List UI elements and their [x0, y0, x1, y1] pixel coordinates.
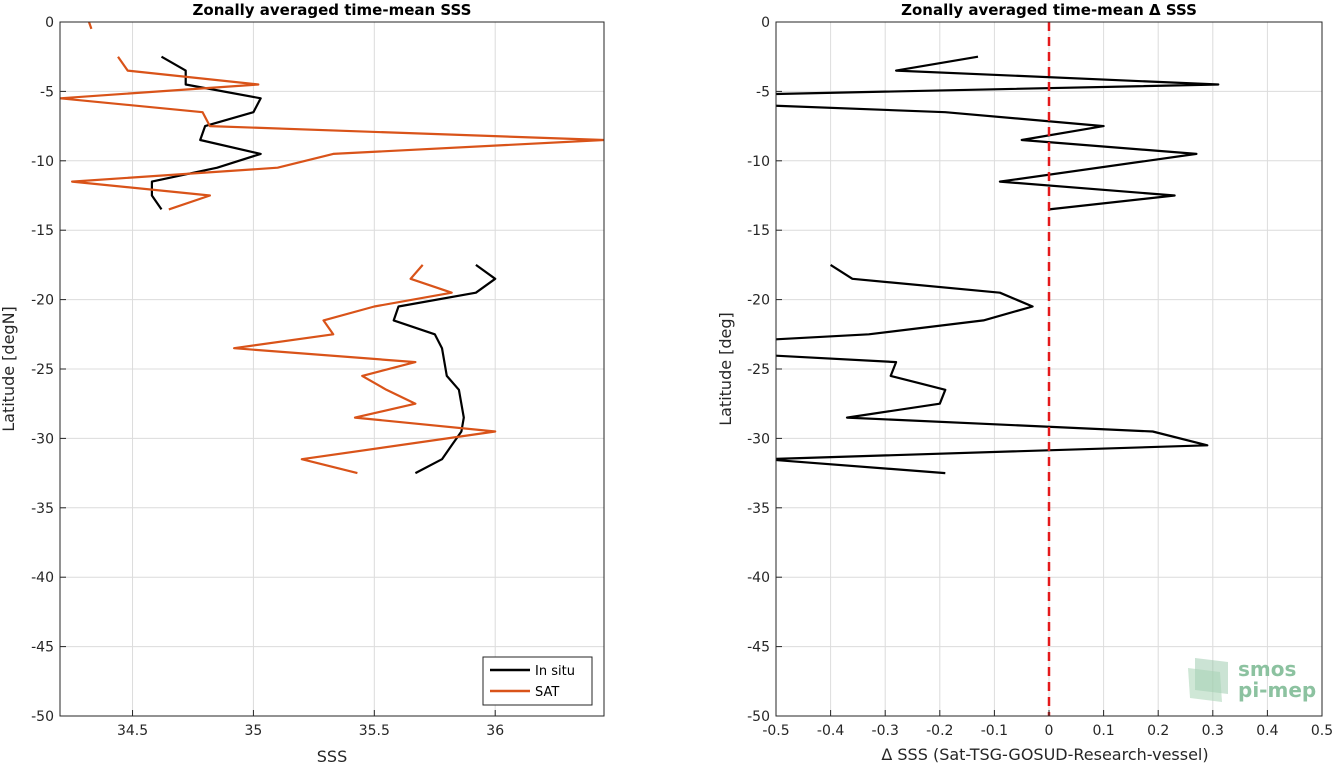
left-y-tick-label: -5 [40, 84, 54, 100]
left-series-lines [60, 22, 604, 475]
logo-mark-front [1188, 668, 1222, 702]
left-series-line-sat [87, 22, 93, 30]
left-chart-panel: 34.5 35 35.5 36 0 -5 -10 -15 -20 -25 -30 -35 -40 -45 -… [0, 1, 605, 764]
left-y-tick-label: 0 [45, 15, 54, 31]
right-x-tick-label: -0.2 [926, 723, 953, 739]
legend-label-sat: SAT [535, 685, 559, 700]
right-x-tick-label: 0 [1045, 723, 1054, 739]
right-y-tick-label: -50 [747, 709, 770, 725]
legend: In situ SAT [482, 656, 593, 706]
left-series-line-in-situ [150, 55, 262, 211]
right-ticks: -0.5 -0.4 -0.3 -0.2 -0.1 0 0.1 0.2 0.3 0.4 0.5 0 -5 -… [747, 15, 1333, 739]
right-x-tick-label: 0.1 [1092, 723, 1114, 739]
left-chart-title: Zonally averaged time-mean SSS [193, 1, 472, 19]
left-y-tick-label: -25 [31, 362, 54, 378]
left-x-tick-label: 35.5 [359, 723, 390, 739]
left-series-line-sat [60, 56, 604, 211]
logo-text-line1: smos [1238, 657, 1296, 681]
left-x-axis-label: SSS [317, 747, 347, 764]
right-y-axis-label: Latitude [deg] [716, 312, 735, 426]
right-y-tick-label: -35 [747, 501, 770, 517]
left-y-tick-label: -35 [31, 501, 54, 517]
right-y-tick-label: -10 [747, 154, 770, 170]
legend-box [482, 656, 593, 706]
right-x-tick-label: 0.2 [1147, 723, 1169, 739]
logo-text-line2: pi-mep [1238, 678, 1316, 702]
right-series-line-delta [776, 263, 1034, 341]
right-y-tick-label: -15 [747, 223, 770, 239]
right-y-tick-label: 0 [761, 15, 770, 31]
right-y-tick-label: -20 [747, 293, 770, 309]
right-x-tick-label: -0.1 [981, 723, 1008, 739]
left-x-tick-label: 35 [245, 723, 263, 739]
left-y-tick-label: -50 [31, 709, 54, 725]
legend-label-in-situ: In situ [535, 664, 575, 679]
right-x-tick-label: 0.5 [1311, 723, 1333, 739]
right-y-tick-label: -25 [747, 362, 770, 378]
left-y-tick-label: -45 [31, 640, 54, 656]
right-series-line-delta [776, 55, 1220, 96]
right-x-tick-label: -0.5 [762, 723, 789, 739]
left-y-tick-label: -40 [31, 570, 54, 586]
left-y-tick-label: -15 [31, 223, 54, 239]
right-y-tick-label: -40 [747, 570, 770, 586]
right-x-tick-label: 0.4 [1256, 723, 1278, 739]
left-series-line-in-situ [392, 264, 497, 475]
left-x-tick-label: 36 [486, 723, 504, 739]
left-y-axis-label: Latitude [degN] [0, 306, 18, 432]
right-y-tick-label: -45 [747, 640, 770, 656]
right-x-tick-label: 0.3 [1202, 723, 1224, 739]
right-chart-panel: -0.5 -0.4 -0.3 -0.2 -0.1 0 0.1 0.2 0.3 0.4 0.5 0 -5 -… [716, 1, 1333, 764]
right-series-line-delta [776, 104, 1198, 211]
left-x-tick-label: 34.5 [117, 723, 148, 739]
smos-pi-mep-logo: smos pi-mep [1188, 657, 1316, 702]
right-y-tick-label: -5 [756, 84, 770, 100]
right-y-tick-label: -30 [747, 431, 770, 447]
left-y-tick-label: -30 [31, 431, 54, 447]
left-y-tick-label: -20 [31, 293, 54, 309]
right-x-axis-label: Δ SSS (Sat-TSG-GOSUD-Research-vessel) [881, 745, 1208, 764]
left-series-line-sat [233, 264, 497, 475]
right-series-line-delta [776, 354, 1209, 475]
left-y-tick-label: -10 [31, 154, 54, 170]
right-chart-title: Zonally averaged time-mean Δ SSS [901, 1, 1197, 19]
right-x-tick-label: -0.3 [872, 723, 899, 739]
right-x-tick-label: -0.4 [817, 723, 844, 739]
left-ticks: 34.5 35 35.5 36 0 -5 -10 -15 -20 -25 -30 -35 -40 -45 -… [31, 15, 504, 739]
right-series-lines [776, 55, 1220, 475]
